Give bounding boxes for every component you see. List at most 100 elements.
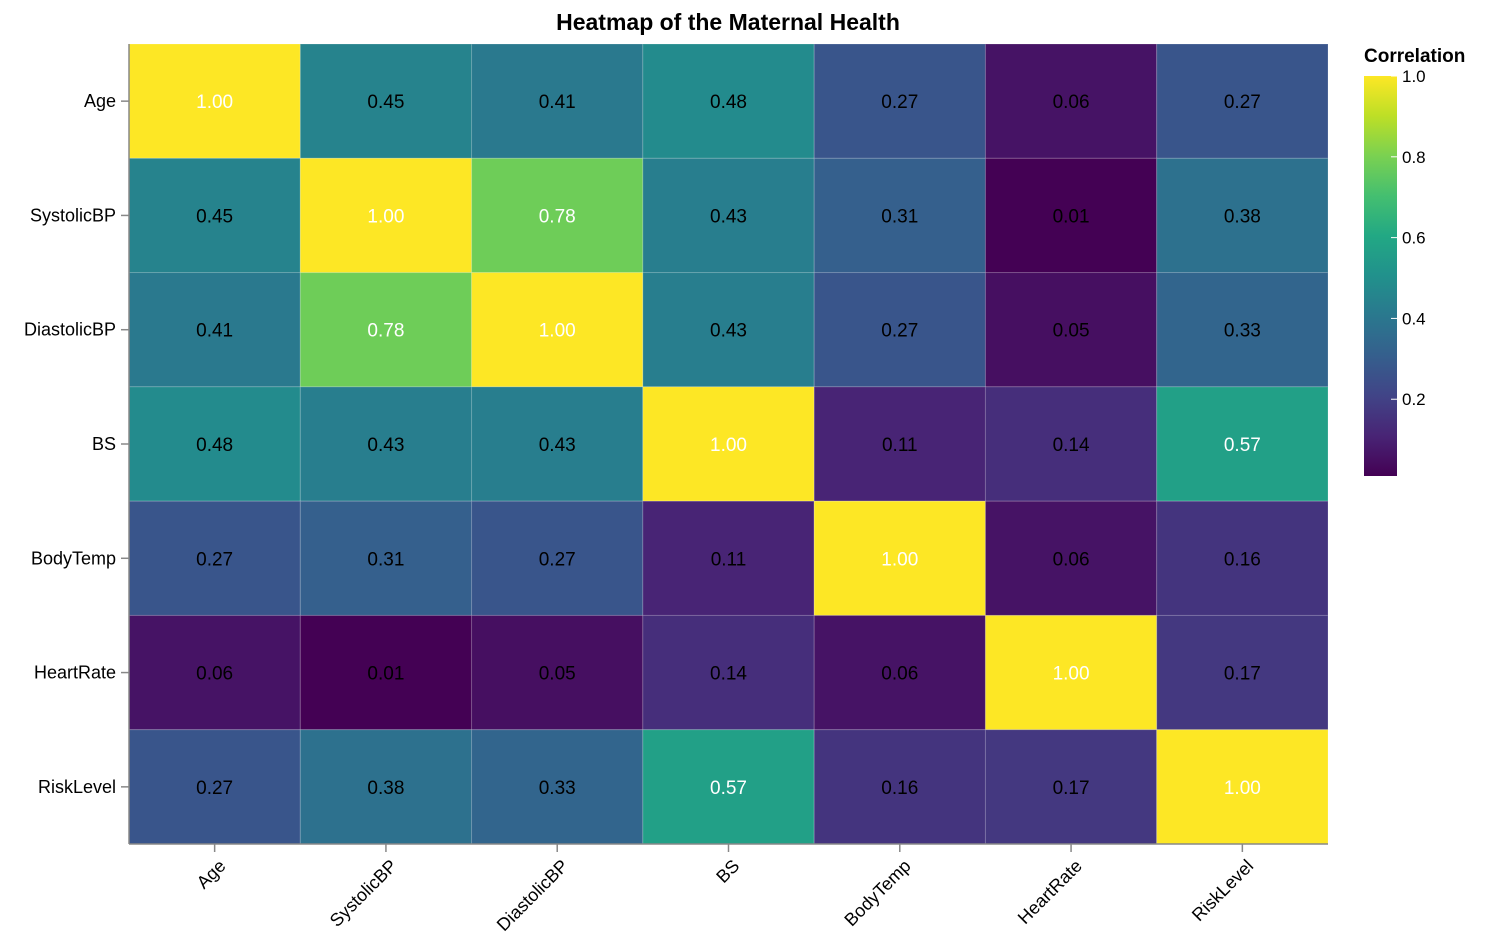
cell-value-label: 0.38 — [367, 778, 404, 799]
cell-value-label: 1.00 — [1053, 664, 1090, 685]
heatmap-cell — [1156, 386, 1329, 502]
heatmap-cell — [1156, 272, 1329, 388]
heatmap-cell — [813, 729, 986, 845]
cell-value-label: 0.41 — [196, 321, 233, 342]
heatmap-cell — [813, 272, 986, 388]
cell-value-label: 0.57 — [1224, 435, 1261, 456]
heatmap-cell — [813, 43, 986, 159]
x-axis-tick-label: DiastolicBP — [493, 856, 572, 935]
cell-value-label: 0.06 — [881, 664, 918, 685]
color-legend: Correlation 1.0 0.8 0.6 0.4 0.2 — [1364, 46, 1465, 476]
legend-tick-label: 1.0 — [1402, 67, 1426, 86]
heatmap-cell — [642, 43, 815, 159]
cell-value-label: 0.57 — [710, 778, 747, 799]
heatmap-cell — [642, 272, 815, 388]
cell-value-label: 0.45 — [367, 92, 404, 113]
cell-value-label: 1.00 — [1224, 778, 1261, 799]
cell-value-label: 0.27 — [539, 549, 576, 570]
heatmap-cell — [984, 729, 1158, 845]
cell-value-label: 0.33 — [1224, 321, 1261, 342]
legend-tick-label: 0.4 — [1402, 309, 1426, 328]
cell-value-label: 0.43 — [367, 435, 404, 456]
cell-value-label: 0.06 — [196, 664, 233, 685]
heatmap-cell — [642, 614, 815, 731]
cell-value-label: 0.33 — [539, 778, 576, 799]
cell-value-label: 0.27 — [196, 549, 233, 570]
cell-value-label: 0.31 — [367, 549, 404, 570]
cell-value-label: 0.31 — [881, 206, 918, 227]
cell-value-label: 0.11 — [711, 549, 747, 570]
chart-title: Heatmap of the Maternal Health — [556, 9, 900, 35]
cell-value-label: 0.78 — [539, 206, 576, 227]
heatmap-cell — [813, 614, 986, 731]
heatmap-cell — [1156, 614, 1329, 731]
cell-value-label: 0.27 — [1224, 92, 1261, 113]
x-axis-tick-label: BS — [712, 856, 743, 887]
heatmap-cell — [642, 729, 815, 845]
y-axis-tick-label: BS — [92, 434, 116, 454]
cell-value-label: 0.14 — [710, 664, 747, 685]
y-axis-tick-label: RiskLevel — [38, 777, 116, 797]
x-axis-tick-label: SystolicBP — [326, 856, 401, 931]
cell-value-label: 0.43 — [539, 435, 576, 456]
cell-value-label: 0.78 — [367, 321, 404, 342]
legend-color-bar — [1364, 76, 1397, 476]
heatmap-cell — [1156, 500, 1329, 616]
heatmap-cell — [299, 272, 473, 388]
cell-value-label: 0.16 — [1224, 549, 1261, 570]
x-axis-tick-label: HeartRate — [1014, 856, 1086, 928]
cell-value-label: 0.38 — [1224, 206, 1261, 227]
legend-tick-label: 0.6 — [1402, 229, 1426, 248]
heatmap-cell — [984, 500, 1158, 616]
heatmap-cell — [471, 729, 644, 845]
heatmap-cell — [471, 157, 644, 274]
y-axis-tick-label: DiastolicBP — [24, 320, 116, 340]
heatmap-cell — [642, 157, 815, 274]
cell-value-label: 0.01 — [367, 664, 404, 685]
x-axis: Age SystolicBP DiastolicBP BS BodyTemp HeartR… — [129, 843, 1328, 935]
cell-value-label: 0.05 — [539, 664, 576, 685]
heatmap-cell — [128, 500, 301, 616]
heatmap-cell — [471, 43, 644, 159]
heatmap-cell — [471, 272, 644, 388]
heatmap-cell — [984, 272, 1158, 388]
cell-value-label: 0.11 — [882, 435, 918, 456]
heatmap-cell — [1156, 43, 1329, 159]
heatmap-cell — [1156, 157, 1329, 274]
cell-value-label: 0.05 — [1053, 321, 1090, 342]
cell-value-label: 0.41 — [539, 92, 576, 113]
y-axis: Age SystolicBP DiastolicBP BS BodyTemp HeartR… — [24, 44, 130, 844]
cell-value-label: 0.17 — [1053, 778, 1090, 799]
cell-value-label: 0.45 — [196, 206, 233, 227]
heatmap-cell — [128, 272, 301, 388]
cell-value-label: 1.00 — [539, 321, 576, 342]
heatmap-cell-labels: 1.00 0.45 0.41 0.48 0.27 0.06 0.27 0.45 1.00 0.78… — [196, 92, 1261, 799]
cell-value-label: 0.48 — [710, 92, 747, 113]
heatmap-cell — [984, 43, 1158, 159]
heatmap-cell — [128, 729, 301, 845]
cell-value-label: 1.00 — [710, 435, 747, 456]
cell-value-label: 0.01 — [1053, 206, 1090, 227]
cell-value-label: 0.27 — [196, 778, 233, 799]
heatmap-cell — [299, 500, 473, 616]
x-axis-tick-label: RiskLevel — [1188, 856, 1257, 925]
heatmap-cell — [471, 500, 644, 616]
heatmap-cell — [642, 386, 815, 502]
y-axis-tick-label: SystolicBP — [30, 205, 116, 225]
cell-value-label: 0.06 — [1053, 549, 1090, 570]
heatmap-cell — [813, 157, 986, 274]
heatmap-cell — [299, 729, 473, 845]
cell-value-label: 1.00 — [881, 549, 918, 570]
heatmap-cell — [984, 157, 1158, 274]
heatmap-cell — [471, 614, 644, 731]
heatmap-cell — [128, 157, 301, 274]
cell-value-label: 0.06 — [1053, 92, 1090, 113]
cell-value-label: 0.43 — [710, 321, 747, 342]
cell-value-label: 0.17 — [1224, 664, 1261, 685]
heatmap-cell — [984, 386, 1158, 502]
x-axis-tick-label: BodyTemp — [840, 856, 914, 930]
heatmap-cell — [128, 43, 301, 159]
y-axis-tick-label: BodyTemp — [31, 548, 116, 568]
cell-value-label: 0.14 — [1053, 435, 1090, 456]
